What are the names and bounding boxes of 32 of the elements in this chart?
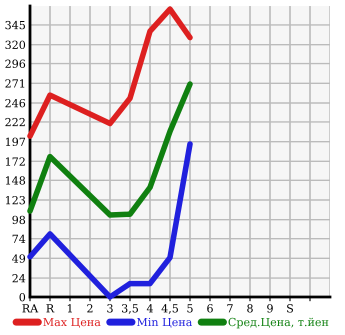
x-tick-label: 7 bbox=[227, 304, 233, 312]
y-tick-label: 172 bbox=[6, 157, 25, 166]
x-tick-label: R bbox=[46, 304, 54, 312]
x-tick-label: 6 bbox=[207, 304, 213, 313]
y-tick-label: 0 bbox=[19, 292, 26, 302]
x-tick-label: 1 bbox=[68, 304, 72, 312]
x-tick-label: 8 bbox=[247, 304, 253, 313]
x-tick-label: 3 bbox=[107, 304, 113, 313]
x-tick-label: RA bbox=[22, 304, 38, 312]
y-tick-label: 246 bbox=[5, 98, 26, 108]
x-tick-label: 3,5 bbox=[122, 304, 138, 314]
legend-label: Max Цена bbox=[43, 318, 101, 328]
legend-label: Сред.Цена, т.йен bbox=[228, 318, 328, 328]
y-tick-label: 222 bbox=[5, 118, 25, 126]
y-tick-label: 296 bbox=[5, 60, 26, 68]
y-tick-label: 49 bbox=[12, 254, 26, 263]
y-tick-label: 148 bbox=[6, 176, 26, 185]
x-tick-label: 4 bbox=[146, 304, 153, 312]
y-tick-label: 197 bbox=[6, 138, 26, 146]
y-tick-label: 345 bbox=[5, 20, 25, 30]
y-tick-label: 123 bbox=[6, 196, 26, 204]
x-tick-label: 9 bbox=[267, 304, 273, 313]
x-tick-label: 2 bbox=[87, 304, 92, 312]
legend-label: Min Цена bbox=[136, 318, 192, 328]
x-tick-label: 4,5 bbox=[162, 304, 178, 314]
x-tick-label: S bbox=[287, 304, 293, 313]
y-tick-label: 320 bbox=[5, 40, 26, 50]
y-tick-label: 24 bbox=[12, 274, 26, 282]
y-tick-label: 98 bbox=[12, 216, 26, 224]
y-tick-label: 74 bbox=[12, 234, 26, 243]
y-tick-label: 271 bbox=[5, 79, 24, 88]
x-tick-label: 5 bbox=[187, 304, 193, 313]
